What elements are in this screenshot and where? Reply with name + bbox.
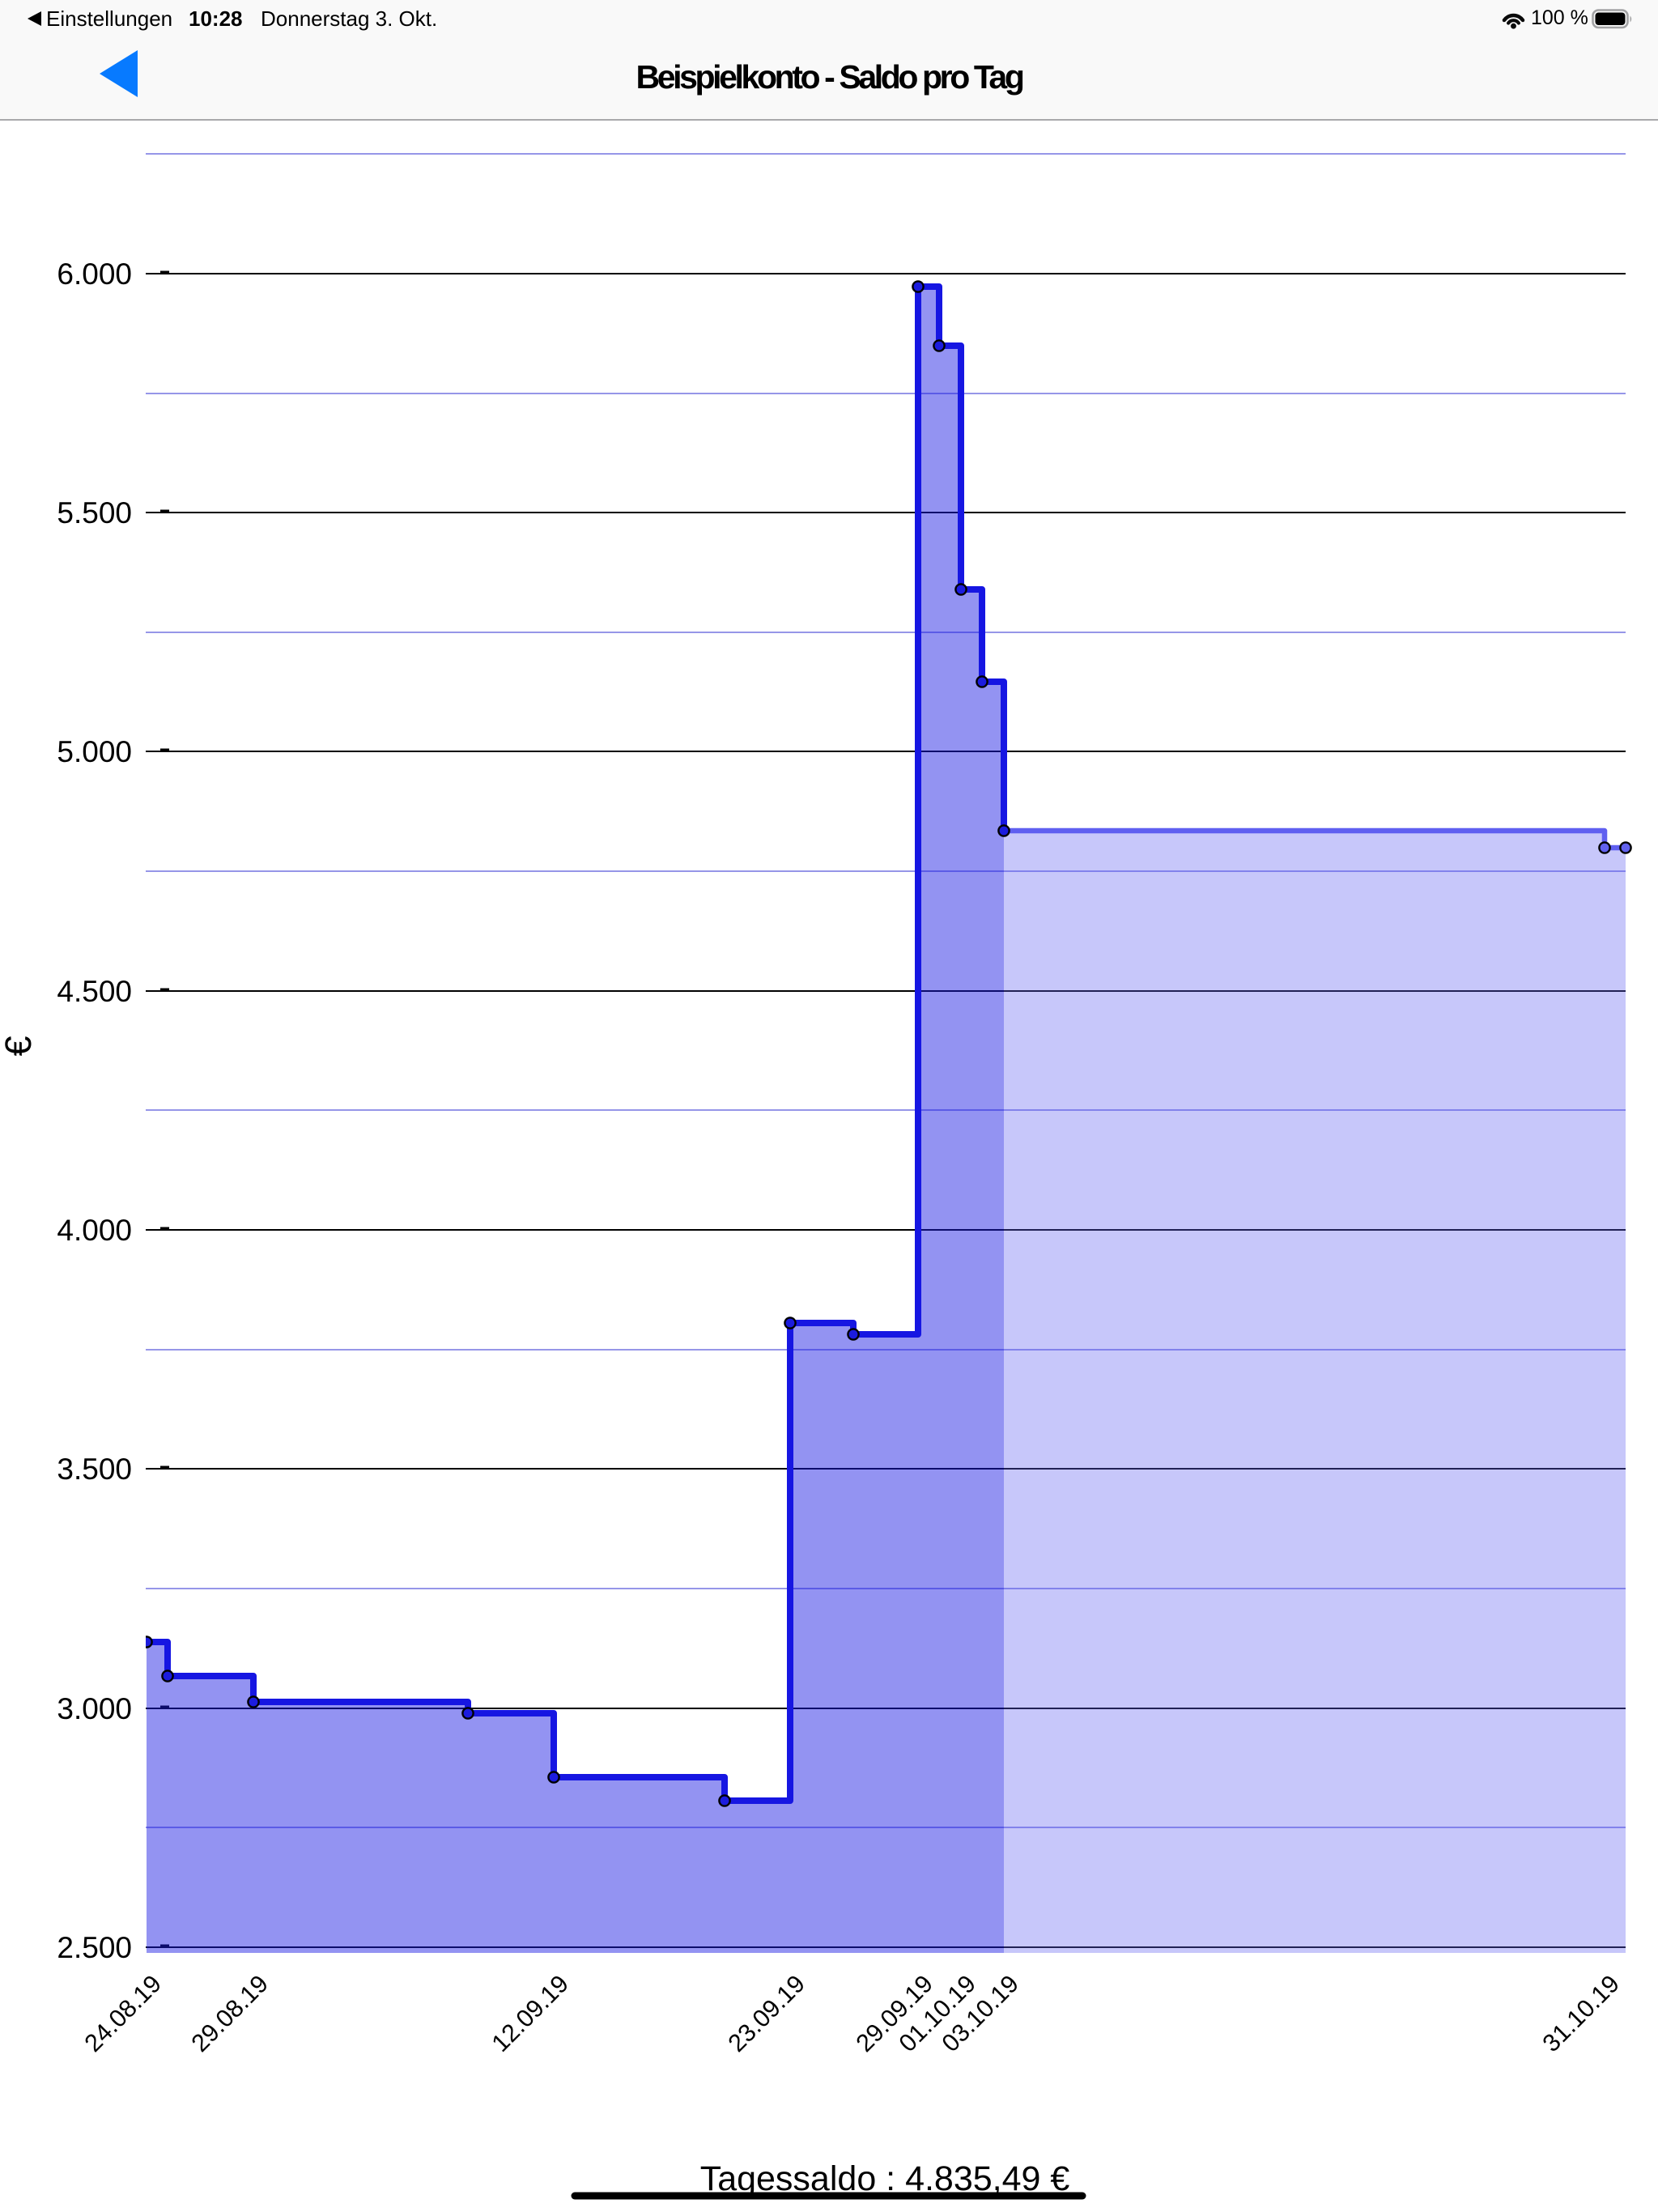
svg-text:3.000: 3.000 [57, 1692, 132, 1725]
svg-text:31.10.19: 31.10.19 [1537, 1970, 1625, 2057]
svg-text:Tagessaldo : 4.835,49 €: Tagessaldo : 4.835,49 € [700, 2159, 1070, 2198]
svg-text:2.500: 2.500 [57, 1931, 132, 1964]
svg-text:29.08.19: 29.08.19 [186, 1970, 274, 2057]
svg-text:4.000: 4.000 [57, 1214, 132, 1247]
svg-text:4.500: 4.500 [57, 975, 132, 1008]
svg-text:5.000: 5.000 [57, 735, 132, 768]
svg-text:3.500: 3.500 [57, 1453, 132, 1486]
svg-text:12.09.19: 12.09.19 [487, 1970, 574, 2057]
svg-text:23.09.19: 23.09.19 [723, 1970, 810, 2057]
svg-text:5.500: 5.500 [57, 496, 132, 530]
svg-text:6.000: 6.000 [57, 257, 132, 291]
svg-text:24.08.19: 24.08.19 [79, 1970, 167, 2057]
svg-text:€: € [0, 1036, 39, 1056]
